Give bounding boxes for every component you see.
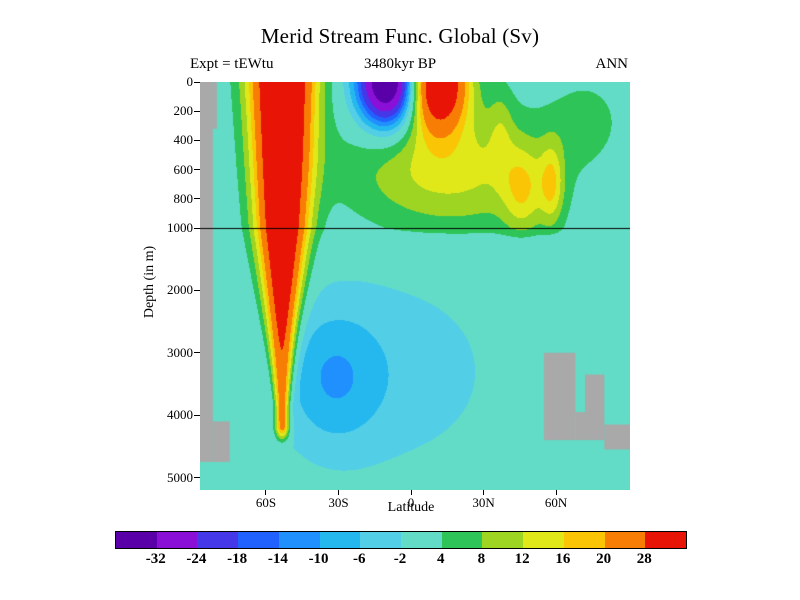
x-tick-mark bbox=[555, 490, 557, 495]
y-tick-label: 2000 bbox=[167, 282, 193, 298]
contour-plot-canvas bbox=[200, 82, 630, 490]
colorbar-tick-label: 4 bbox=[436, 551, 445, 567]
depth-axis-label: Depth (in m) bbox=[142, 245, 157, 319]
colorbar-tick-label: 12 bbox=[514, 551, 530, 567]
x-tick-mark bbox=[410, 490, 412, 495]
y-tick-mark bbox=[194, 352, 200, 354]
y-tick-label: 400 bbox=[173, 132, 194, 148]
colorbar-cell bbox=[441, 532, 483, 548]
colorbar-tick-label: 16 bbox=[555, 551, 571, 567]
x-tick-label: 30S bbox=[328, 495, 349, 510]
colorbar-cell bbox=[401, 532, 442, 548]
y-tick-mark bbox=[194, 477, 200, 479]
colorbar-tick-label: -24 bbox=[186, 551, 207, 567]
y-tick-mark bbox=[194, 139, 200, 141]
colorbar-tick-label: -14 bbox=[267, 551, 288, 567]
colorbar bbox=[115, 531, 687, 549]
colorbar-tick-label: 20 bbox=[596, 551, 612, 567]
colorbar-tick-label: -18 bbox=[227, 551, 248, 567]
colorbar-cell bbox=[604, 532, 646, 548]
y-tick-label: 1000 bbox=[167, 220, 193, 235]
x-tick-mark bbox=[337, 490, 339, 495]
time-label: 3480kyr BP bbox=[363, 56, 437, 72]
colorbar-tick-label: 28 bbox=[636, 551, 652, 567]
y-tick-label: 800 bbox=[173, 190, 194, 206]
colorbar-cell bbox=[645, 532, 687, 548]
x-tick-mark bbox=[483, 490, 485, 495]
colorbar-cell bbox=[563, 532, 605, 548]
colorbar-tick-label: -6 bbox=[353, 551, 366, 567]
x-tick-mark bbox=[265, 490, 267, 495]
colorbar-cell bbox=[482, 532, 524, 548]
experiment-label: Expt = tEWtu bbox=[190, 56, 274, 72]
colorbar-cell bbox=[156, 532, 198, 548]
y-tick-mark bbox=[194, 227, 200, 229]
x-tick-label: 60S bbox=[255, 495, 277, 510]
colorbar-cell bbox=[319, 532, 361, 548]
latitude-axis-label: Latitude bbox=[387, 500, 435, 515]
season-label: ANN bbox=[595, 56, 629, 72]
colorbar-tick-label: 8 bbox=[477, 551, 486, 567]
y-tick-label: 4000 bbox=[167, 407, 193, 423]
colorbar-tick-label: -2 bbox=[393, 551, 407, 567]
colorbar-cell bbox=[238, 532, 279, 548]
y-tick-mark bbox=[194, 414, 200, 416]
x-tick-label: 60N bbox=[544, 495, 568, 510]
y-tick-mark bbox=[194, 198, 200, 200]
colorbar-cell bbox=[278, 532, 320, 548]
y-tick-mark bbox=[194, 81, 200, 83]
y-tick-mark bbox=[194, 110, 200, 112]
y-tick-mark bbox=[194, 169, 200, 171]
y-tick-label: 0 bbox=[186, 74, 194, 89]
colorbar-cell bbox=[523, 532, 564, 548]
colorbar-tick-label: -32 bbox=[145, 551, 166, 567]
colorbar-cell bbox=[197, 532, 239, 548]
x-tick-label: 30N bbox=[472, 495, 495, 510]
chart-title: Merid Stream Func. Global (Sv) bbox=[260, 24, 540, 48]
colorbar-tick-label: -10 bbox=[308, 551, 329, 567]
y-tick-label: 600 bbox=[173, 161, 194, 177]
y-tick-label: 200 bbox=[173, 103, 194, 119]
y-tick-label: 5000 bbox=[167, 469, 193, 485]
y-tick-mark bbox=[194, 289, 200, 291]
y-tick-label: 3000 bbox=[167, 344, 193, 360]
colorbar-cell bbox=[116, 532, 157, 548]
x-tick-label: 0 bbox=[407, 495, 415, 510]
colorbar-cell bbox=[360, 532, 402, 548]
